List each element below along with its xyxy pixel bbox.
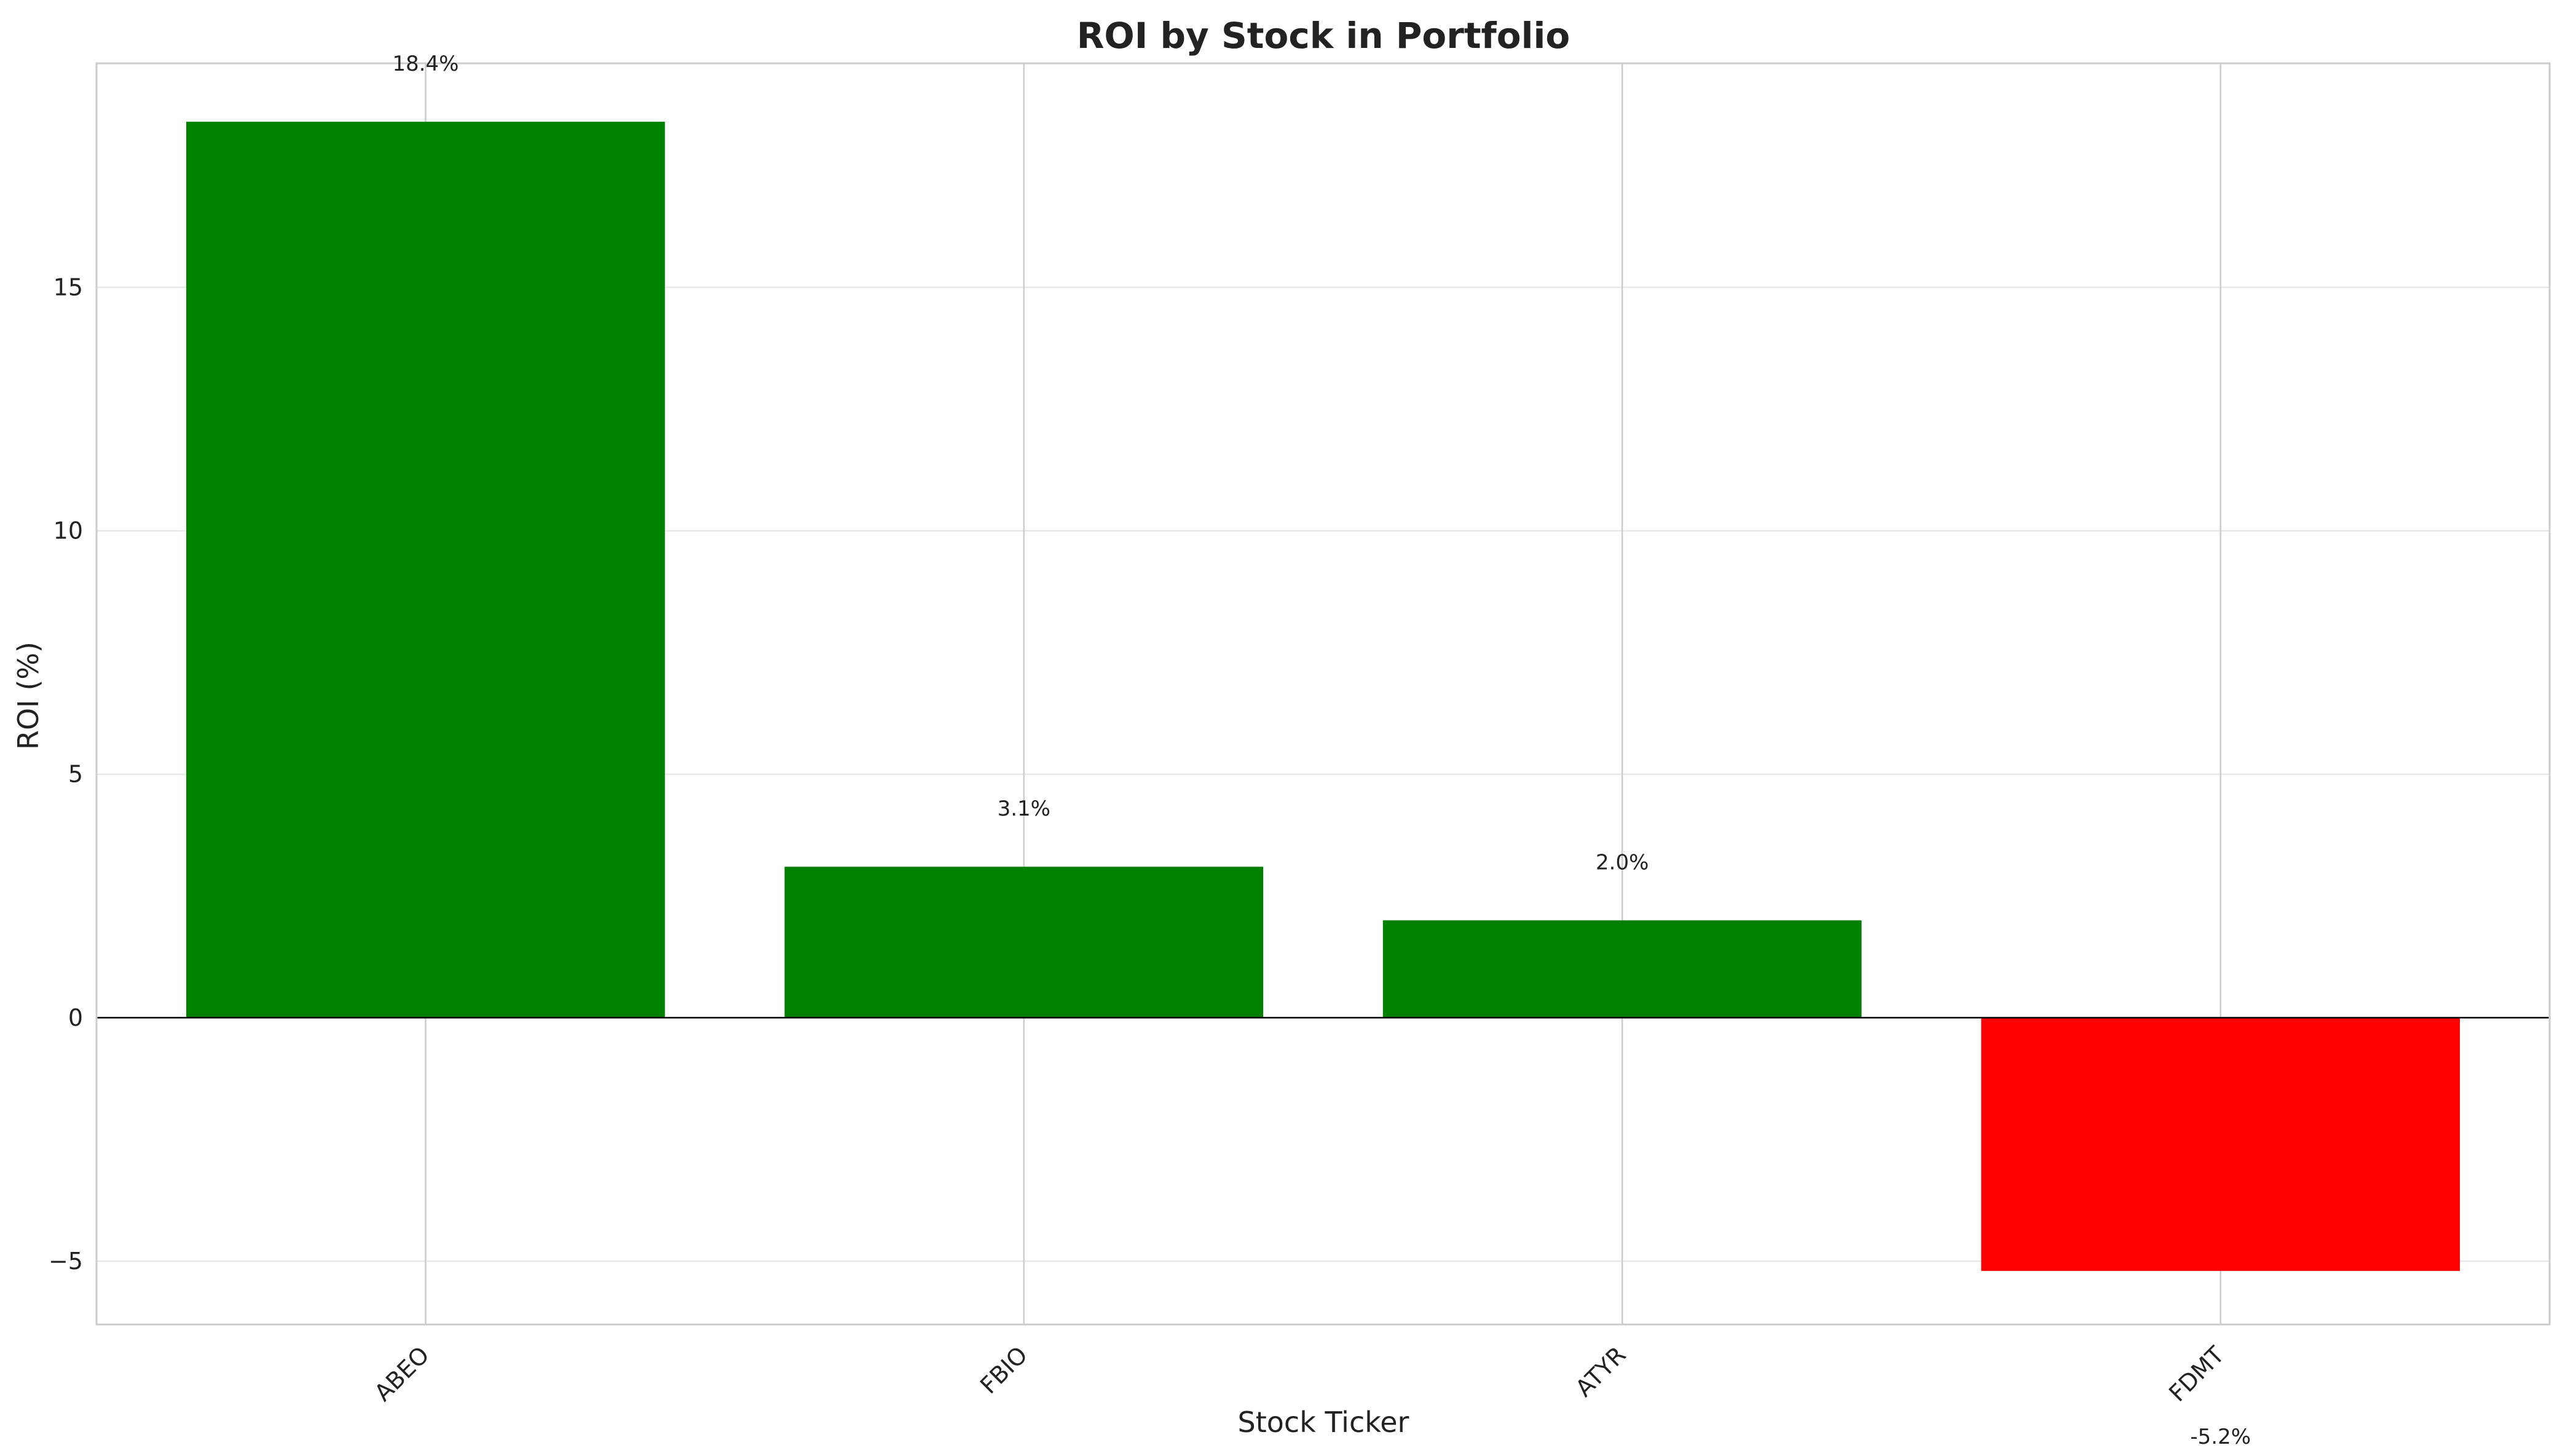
bar-layer xyxy=(186,122,2460,1271)
y-tick-label: 0 xyxy=(68,1004,83,1031)
bar xyxy=(784,867,1264,1018)
bar xyxy=(1981,1017,2460,1271)
y-tick-label: 10 xyxy=(53,517,83,545)
data-label: 2.0% xyxy=(1596,850,1649,875)
y-tick-label: 5 xyxy=(68,761,83,788)
y-tick-label: −5 xyxy=(49,1248,83,1275)
bar xyxy=(186,122,665,1018)
data-label: 3.1% xyxy=(998,797,1050,821)
bar xyxy=(1382,920,1862,1018)
y-axis-label: ROI (%) xyxy=(12,642,45,750)
data-label: 18.4% xyxy=(392,52,459,76)
chart-title: ROI by Stock in Portfolio xyxy=(1077,15,1570,57)
data-label: -5.2% xyxy=(2190,1425,2251,1449)
y-tick-label: 15 xyxy=(53,273,83,301)
plot-area-frame xyxy=(95,62,2551,1326)
x-axis-label: Stock Ticker xyxy=(1238,1406,1409,1439)
